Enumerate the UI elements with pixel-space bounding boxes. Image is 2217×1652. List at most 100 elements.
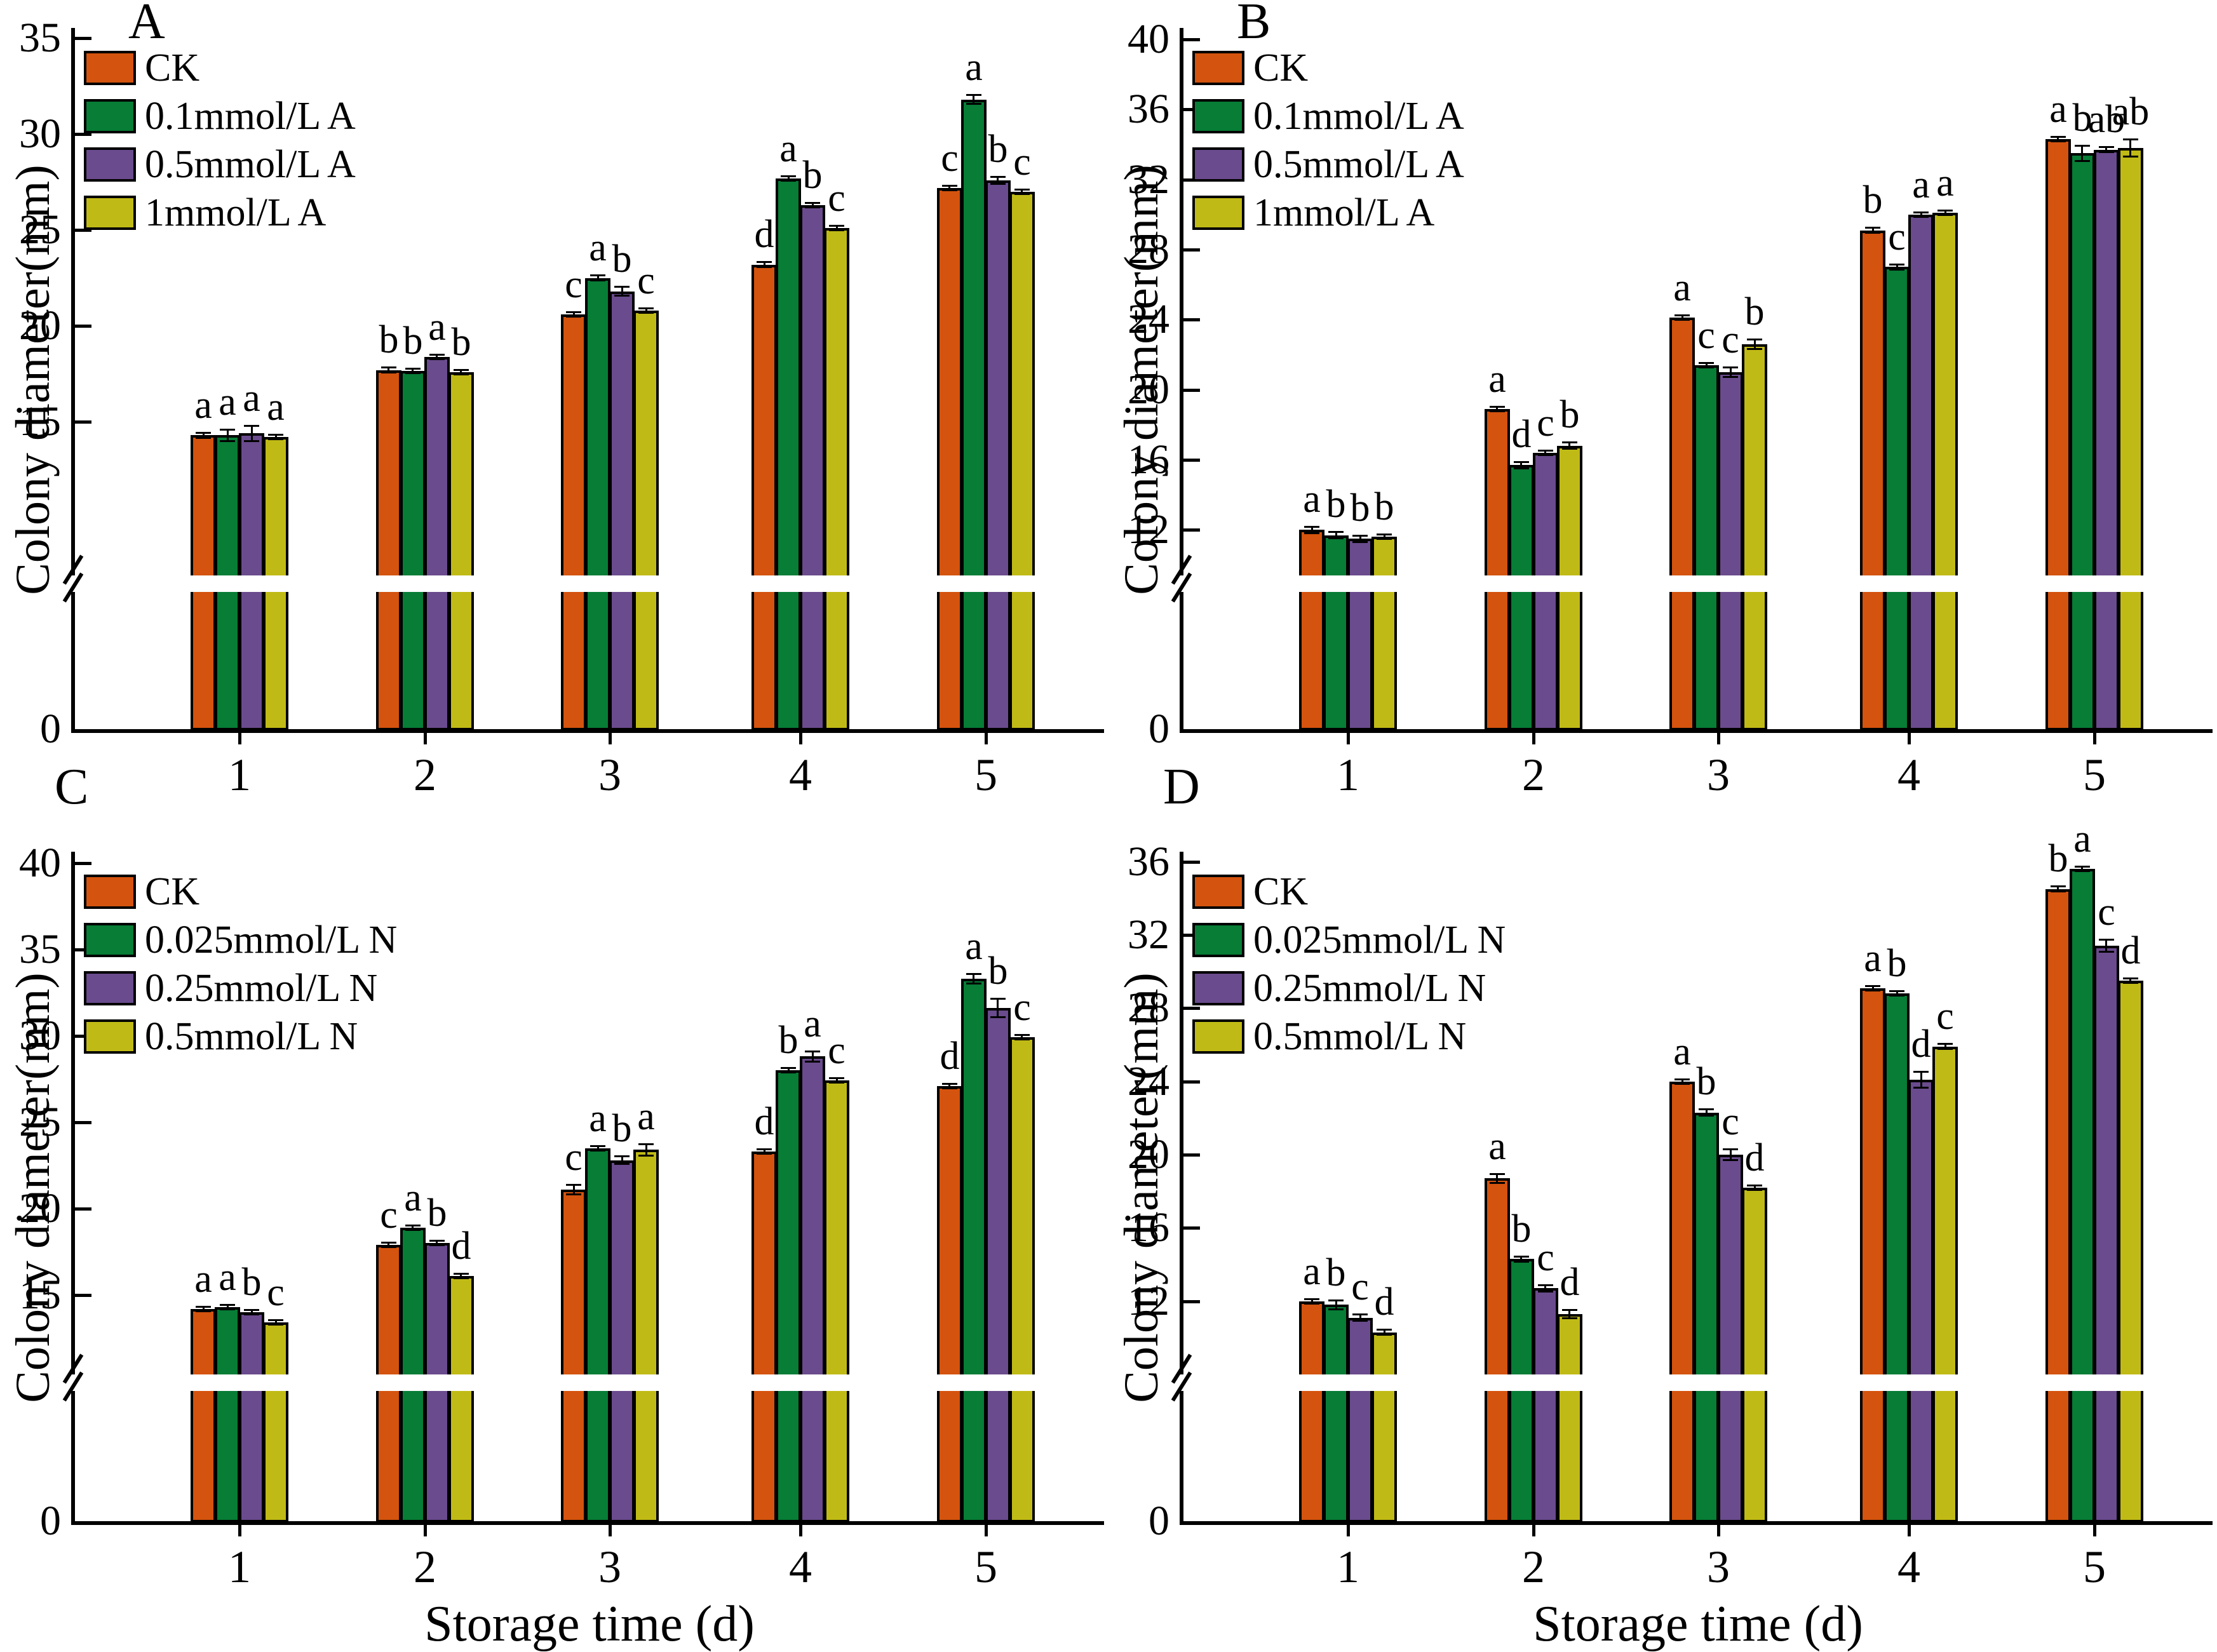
significance-letter: a: [219, 1256, 236, 1299]
error-bar-line: [1311, 527, 1313, 534]
x-tick-label: 5: [2083, 1541, 2106, 1592]
error-bar-cap: [2099, 939, 2114, 941]
bar: [751, 265, 777, 730]
x-tick: [609, 1525, 612, 1536]
y-tick: [1183, 1080, 1200, 1084]
significance-letter: b: [1350, 487, 1370, 530]
error-bar-cap: [590, 1145, 605, 1147]
y-tick: [75, 1294, 91, 1297]
bar: [1932, 1047, 1958, 1522]
error-bar-cap: [220, 440, 235, 442]
bar: [561, 1190, 586, 1522]
significance-letter: b: [1863, 178, 1883, 222]
bar: [1718, 1155, 1743, 1522]
error-bar-cap: [966, 973, 981, 975]
y-tick-label: 20: [1128, 366, 1169, 413]
x-tick: [985, 733, 988, 744]
significance-letter: c: [1722, 1100, 1739, 1143]
significance-letter: b: [612, 1107, 632, 1150]
error-bar-line: [836, 225, 838, 231]
bar: [1908, 1080, 1934, 1522]
legend-swatch: [1192, 147, 1244, 182]
error-bar-line: [1706, 363, 1708, 368]
y-tick-label: 20: [19, 1185, 61, 1232]
x-tick-label: 2: [1522, 1541, 1545, 1592]
error-bar-cap: [2051, 136, 2066, 138]
error-bar-line: [2081, 866, 2083, 871]
error-bar-cap: [1675, 1078, 1690, 1080]
error-bar-line: [573, 312, 575, 317]
significance-letter: d: [1911, 1023, 1931, 1066]
legend: CK 0.025mmol/L N 0.25mmol/L N 0.5mmol/L N: [1192, 871, 1506, 1064]
x-tick-label: 3: [1707, 749, 1730, 800]
bar: [1884, 993, 1910, 1522]
legend-label: CK: [1253, 870, 1309, 913]
bar: [2118, 981, 2143, 1522]
error-bar-cap: [244, 1313, 259, 1315]
x-tick-label: 5: [974, 1541, 997, 1592]
significance-letter: c: [1537, 401, 1554, 445]
y-tick: [1183, 1226, 1200, 1230]
legend-item: 0.025mmol/L N: [1192, 919, 1506, 961]
error-bar-line: [1920, 212, 1922, 217]
error-bar-cap: [2123, 156, 2138, 158]
bar: [215, 1307, 240, 1522]
bar: [1908, 215, 1934, 730]
error-bar-cap: [614, 1163, 630, 1165]
legend-item: 0.5mmol/L A: [84, 144, 356, 185]
error-bar-cap: [1889, 995, 1904, 997]
bar: [961, 979, 987, 1522]
error-bar-line: [948, 1084, 950, 1089]
panel-c-label: C: [55, 759, 89, 815]
legend-item: 0.025mmol/L N: [84, 919, 397, 961]
error-bar-cap: [1490, 410, 1505, 412]
error-bar-line: [1359, 535, 1361, 542]
error-bar-cap: [454, 1273, 469, 1275]
error-bar-cap: [1352, 1313, 1368, 1315]
error-bar-line: [1496, 1174, 1498, 1183]
legend-item: 0.5mmol/L N: [84, 1016, 397, 1058]
significance-letter: a: [779, 127, 797, 170]
legend-item: 0.1mmol/L A: [1192, 95, 1464, 137]
error-bar-cap: [1352, 535, 1368, 537]
error-bar-line: [1568, 442, 1570, 449]
figure: A Colony diameter(mm) 35 30 25 20 15 0 a b c d c a b…: [6, 0, 2213, 1652]
error-bar-line: [1384, 1329, 1385, 1335]
error-bar-cap: [454, 1277, 469, 1279]
significance-letter: c: [1936, 995, 1954, 1038]
y-tick: [1183, 318, 1200, 321]
significance-letter: a: [589, 1097, 607, 1140]
error-bar-line: [387, 367, 389, 373]
error-bar-cap: [1538, 1291, 1553, 1293]
legend-label: 0.5mmol/L A: [1253, 143, 1464, 186]
legend: CK 0.1mmol/L A 0.5mmol/L A 1mmol/L A: [1192, 47, 1464, 240]
error-bar-cap: [268, 1324, 283, 1326]
y-tick-label: 40: [1128, 16, 1169, 62]
bar: [937, 1086, 962, 1522]
error-bar-cap: [757, 261, 772, 263]
x-tick-label: 2: [1522, 749, 1545, 800]
bar: [1860, 988, 1885, 1522]
bar: [1669, 1082, 1695, 1522]
bar: [1669, 318, 1695, 730]
error-bar-cap: [1699, 1115, 1714, 1117]
significance-letter: c: [1351, 1265, 1369, 1308]
error-bar-cap: [1699, 366, 1714, 368]
legend-label: 0.025mmol/L N: [145, 918, 398, 962]
error-bar-line: [436, 354, 438, 359]
error-bar-cap: [990, 1016, 1006, 1018]
error-bar-cap: [1889, 264, 1904, 265]
significance-letter: a: [1936, 161, 1954, 205]
bar: [1557, 1314, 1582, 1522]
bar: [2118, 148, 2143, 730]
significance-letter: b: [1511, 1207, 1532, 1251]
bar: [609, 292, 635, 730]
significance-letter: c: [828, 1029, 846, 1072]
y-axis-line: [71, 28, 75, 733]
legend-swatch: [1192, 99, 1244, 133]
error-bar-cap: [990, 176, 1006, 178]
x-tick: [1908, 1525, 1911, 1536]
x-tick-label: 4: [1897, 749, 1920, 800]
error-bar-cap: [1747, 339, 1762, 340]
error-bar-cap: [1352, 1320, 1368, 1322]
